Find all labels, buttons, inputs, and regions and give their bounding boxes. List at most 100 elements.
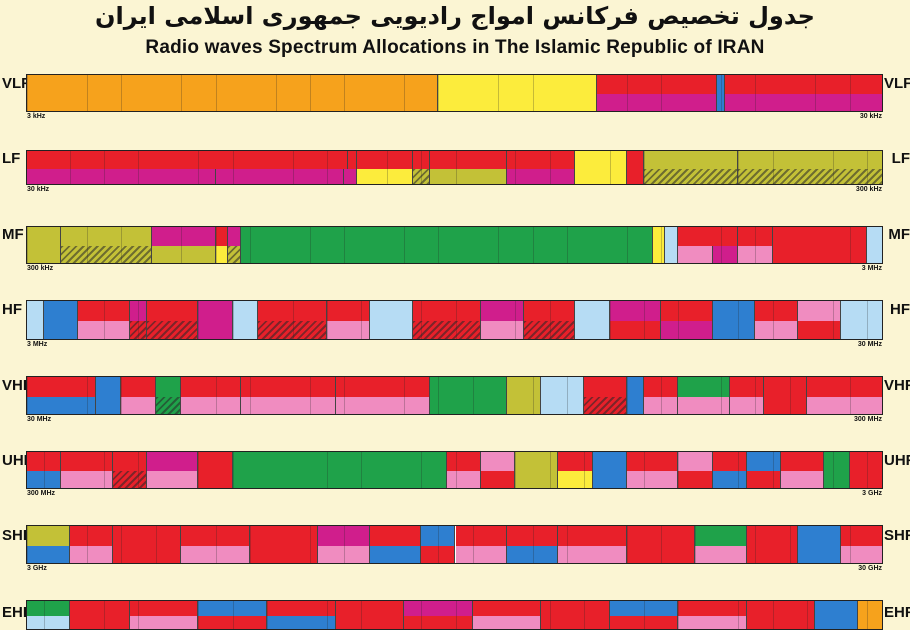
allocation-segment [61,471,113,488]
allocation-segment [678,601,747,616]
allocation-segment [232,452,447,471]
allocation-divider [721,377,723,414]
allocation-divider [695,526,697,563]
allocation-divider [549,151,551,184]
allocation-segment [626,545,696,563]
allocation-segment [335,601,405,616]
allocation-segment [661,301,713,321]
band-label-hf-left: HF [2,301,22,318]
allocation-divider [721,227,723,263]
allocation-segment [146,471,199,488]
allocation-divider [515,301,517,339]
allocation-segment [61,227,153,246]
allocation-segment [644,377,679,397]
allocation-segment [472,616,542,629]
allocation-segment [609,616,679,629]
allocation-divider [566,526,568,563]
allocation-divider [498,75,500,111]
allocation-divider [832,452,834,488]
allocation-segment [725,94,882,111]
band-start-vhf: 30 MHz [27,416,52,423]
allocation-divider [584,452,586,488]
allocation-segment [755,321,799,339]
allocation-segment [69,526,113,546]
allocation-segment [729,396,764,414]
allocation-segment [678,227,739,246]
allocation-segment [412,151,430,169]
allocation-segment [626,168,645,184]
allocation-segment [198,471,233,488]
band-label-uhf-left: UHF [2,452,33,469]
allocation-segment [369,526,422,546]
allocation-segment [146,321,199,339]
allocation-segment [764,377,807,397]
allocation-divider [326,301,328,339]
allocation-divider [181,75,183,111]
allocation-divider [292,151,294,184]
allocation-segment [215,246,229,263]
allocation-segment [626,151,645,169]
allocation-segment [481,471,516,488]
allocation-segment [866,227,882,246]
allocation-divider [738,151,740,184]
allocation-segment [121,396,156,414]
allocation-segment [558,545,627,563]
allocation-segment [198,601,267,616]
allocation-segment [515,452,559,471]
allocation-segment [644,168,739,184]
allocation-divider [86,377,88,414]
allocation-segment [626,526,696,546]
title-persian: جدول تخصیص فرکانس امواج رادیویی جمهوری ا… [95,2,815,30]
allocation-segment [27,601,70,616]
allocation-segment [129,321,147,339]
band-end-vlf: 30 kHz [859,113,882,120]
allocation-segment [198,321,233,339]
allocation-segment [266,616,336,629]
allocation-segment [181,545,250,563]
allocation-segment [626,471,679,488]
allocation-segment [729,377,764,397]
allocation-segment [27,545,70,563]
allocation-divider [678,452,680,488]
allocation-divider [309,377,311,414]
allocation-divider [438,377,440,414]
allocation-divider [849,377,851,414]
allocation-divider [438,526,440,563]
allocation-divider [232,301,234,339]
allocation-segment [369,321,413,339]
allocation-segment [626,452,679,471]
band-label-shf-left: SHF [2,527,32,544]
allocation-divider [121,75,123,111]
allocation-divider [626,526,628,563]
allocation-divider [661,526,663,563]
allocation-segment [661,321,713,339]
band-label-lf-left: LF [2,150,21,167]
allocation-divider [832,151,834,184]
allocation-segment [455,526,507,546]
allocation-segment [798,545,842,563]
allocation-divider [549,301,551,339]
title-english: Radio waves Spectrum Allocations in The … [145,37,765,58]
allocation-segment [849,471,882,488]
allocation-segment [258,321,327,339]
allocation-divider [326,452,328,488]
allocation-segment [421,545,456,563]
allocation-segment [652,246,666,263]
allocation-segment [249,545,319,563]
allocation-segment [27,452,62,471]
allocation-divider [104,301,106,339]
allocation-segment [335,377,430,397]
allocation-segment [181,526,250,546]
allocation-segment [592,452,627,471]
allocation-segment [575,301,610,321]
allocation-segment [112,452,147,471]
allocation-divider [232,151,234,184]
allocation-segment [678,452,713,471]
allocation-segment [738,151,882,169]
allocation-divider [721,75,723,111]
allocation-segment [152,227,216,246]
allocation-segment [356,151,413,169]
allocation-segment [129,616,199,629]
allocation-segment [609,321,662,339]
allocation-divider [661,75,663,111]
